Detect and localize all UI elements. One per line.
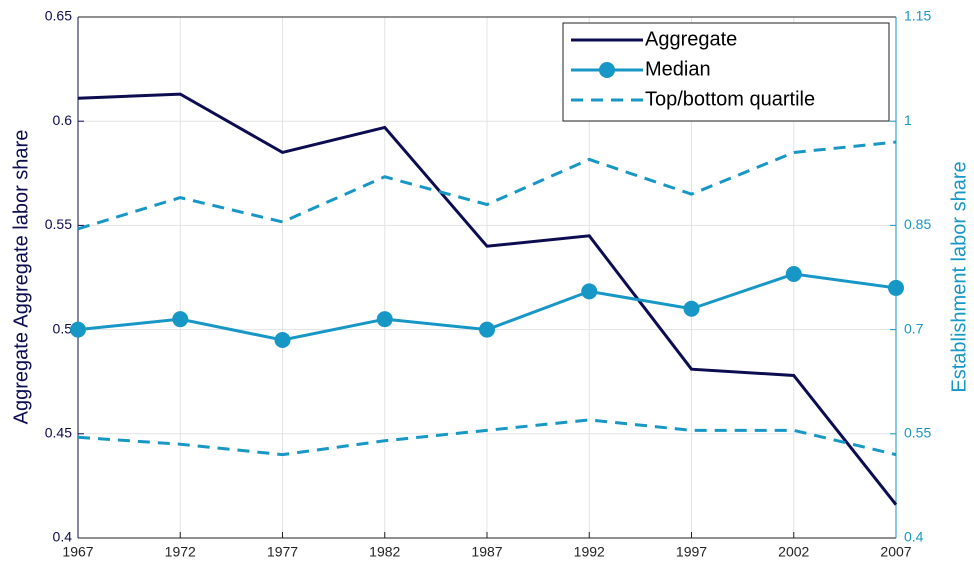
point [581,283,598,300]
series-line [77,92,898,506]
series-line [77,418,897,457]
legend-label: Median [645,58,711,80]
y-axis-label: Aggregate Aggregate labor share [10,130,32,425]
legend-label: Top/bottom quartile [645,88,815,110]
y-tick-label: 0.5 [53,320,73,336]
y2-axis-label: Establishment labor share [948,161,970,392]
x-tick-label: 2002 [778,544,809,560]
y-tick-label: 0.45 [45,425,72,441]
point [70,321,86,338]
x-tick-label: 1982 [369,544,400,560]
x-tick-label: 1997 [676,544,707,560]
y2-tick-label: 1 [904,112,912,128]
point [376,311,393,328]
point [172,311,189,328]
y2-tick-label: 1.15 [904,8,931,24]
point [479,321,495,338]
legend-marker [599,62,615,78]
legend: Aggregate Median Top/bottom quartile [562,22,890,122]
point [274,332,291,349]
x-tick-label: 2007 [880,544,911,560]
x-tick-label: 1992 [574,544,605,560]
legend-label: Aggregate [645,28,737,50]
y2-tick-label: 0.55 [904,425,931,441]
y-tick-label: 0.55 [45,216,72,232]
x-tick-label: 1967 [62,544,93,560]
point [888,279,904,296]
y2-tick-label: 0.85 [904,216,931,232]
point [785,266,802,283]
series-line [77,140,897,231]
y2-tick-label: 0.4 [904,529,924,545]
y2-tick-label: 0.7 [904,320,924,336]
x-tick-label: 1972 [165,544,196,560]
y-tick-label: 0.65 [45,8,72,24]
y-tick-label: 0.6 [53,112,73,128]
y-tick-label: 0.4 [53,529,73,545]
point [683,300,700,317]
x-tick-label: 1977 [267,544,298,560]
x-tick-label: 1987 [471,544,502,560]
